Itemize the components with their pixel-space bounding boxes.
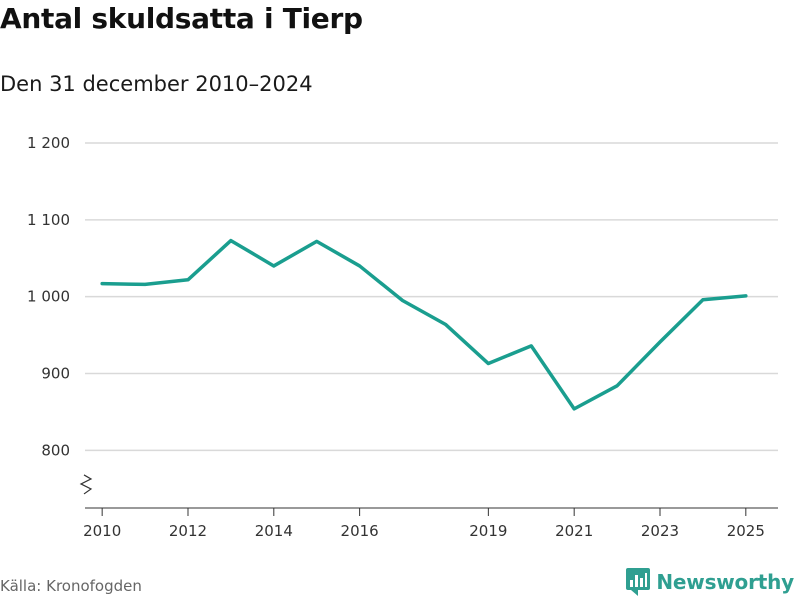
y-tick-label: 1 200 (27, 134, 70, 152)
axis-break-marker (79, 474, 93, 495)
y-tick-label: 900 (41, 365, 70, 383)
x-tick-label: 2025 (727, 522, 765, 540)
tick-labels: 800 900 1 000 1 100 1 200 2010 2012 2014 2016 201… (27, 134, 765, 540)
x-tick-label: 2023 (641, 522, 679, 540)
series (100, 238, 748, 411)
chart-title: Antal skuldsatta i Tierp (0, 2, 363, 35)
x-tick-label: 2016 (341, 522, 379, 540)
bar-chart-logo-icon (626, 568, 651, 596)
gridlines (85, 142, 778, 452)
y-tick-label: 1 000 (27, 288, 70, 306)
x-tick-label: 2019 (469, 522, 507, 540)
x-tick-label: 2010 (83, 522, 121, 540)
source-note: Källa: Kronofogden (0, 577, 142, 595)
x-tick-label: 2014 (255, 522, 293, 540)
series-line (100, 238, 748, 411)
y-tick-label: 1 100 (27, 211, 70, 229)
brand-name: Newsworthy (656, 570, 794, 594)
brand-logo: Newsworthy (626, 568, 794, 596)
y-tick-label: 800 (41, 441, 70, 459)
x-tick-label: 2021 (555, 522, 593, 540)
chart-subtitle: Den 31 december 2010–2024 (0, 72, 313, 96)
x-tick-label: 2012 (169, 522, 207, 540)
axes (79, 474, 778, 516)
